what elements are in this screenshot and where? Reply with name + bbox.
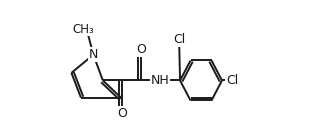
- Text: CH₃: CH₃: [72, 23, 94, 36]
- Text: NH: NH: [151, 74, 169, 87]
- Text: Cl: Cl: [173, 33, 185, 46]
- Text: O: O: [136, 43, 146, 56]
- Text: O: O: [117, 107, 127, 120]
- Text: N: N: [89, 48, 98, 61]
- Text: Cl: Cl: [226, 74, 239, 87]
